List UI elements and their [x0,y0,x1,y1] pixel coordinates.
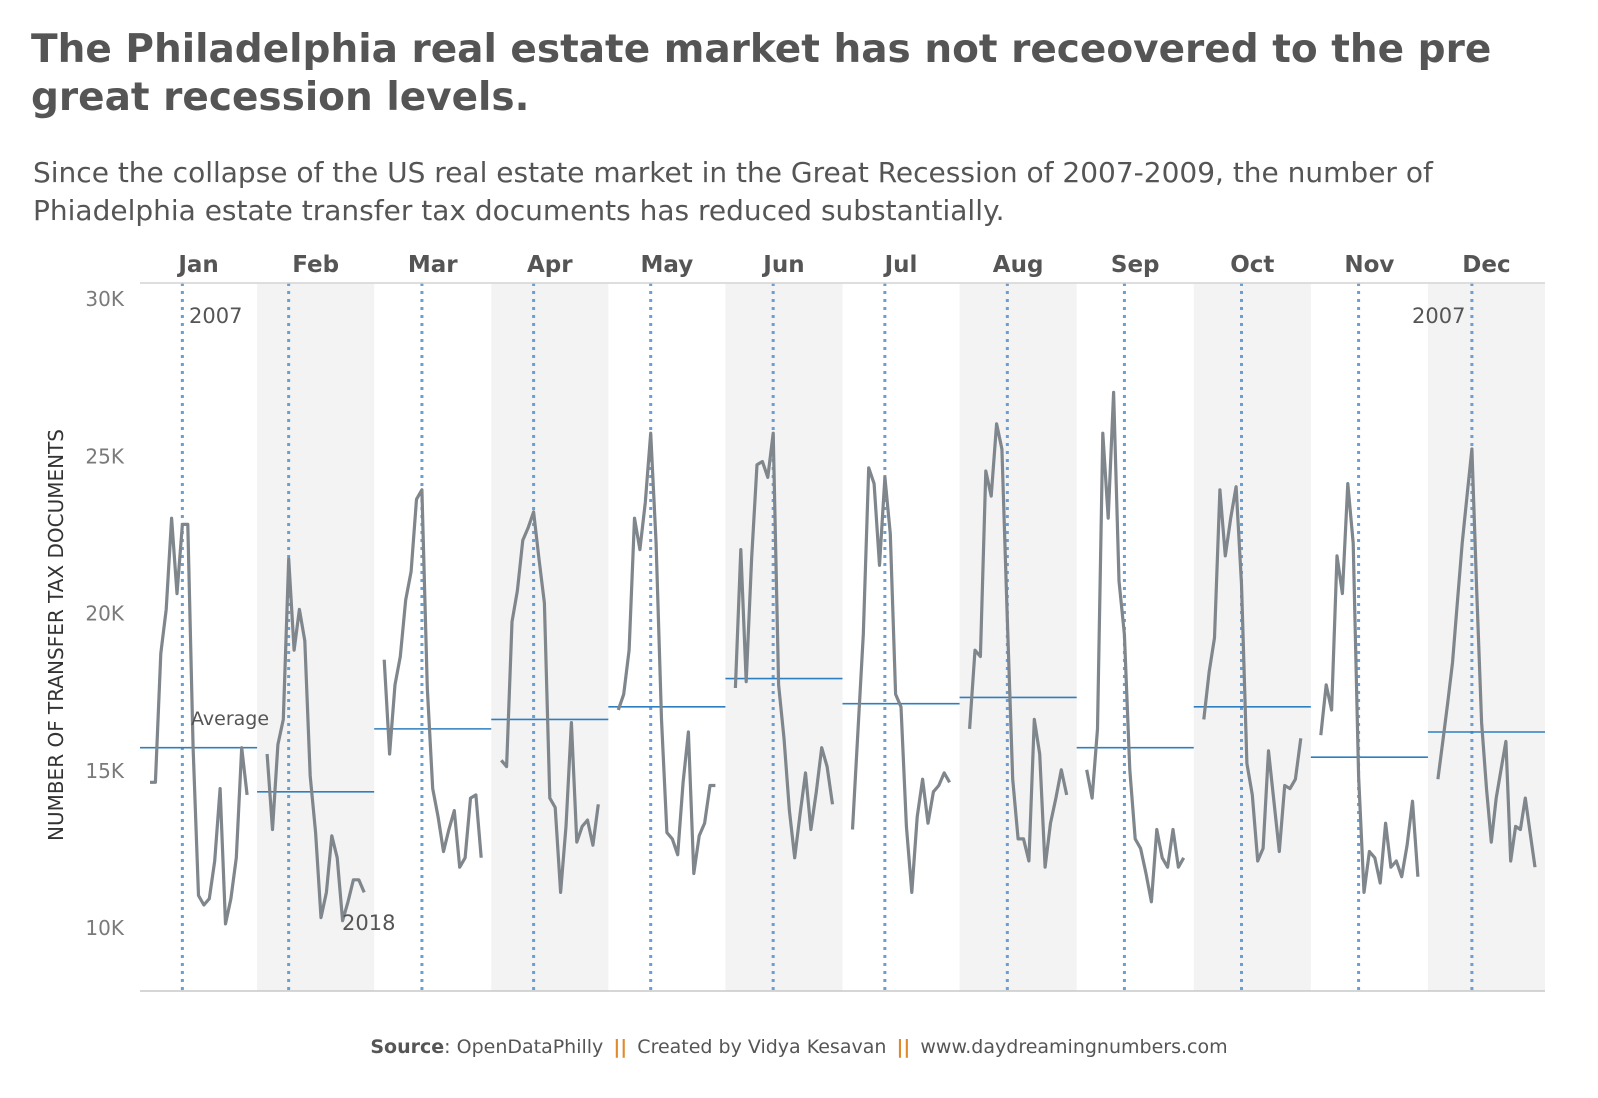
series-line-aug [968,422,1069,869]
y-tick-label: 15K [85,759,124,783]
series-line-apr [500,510,600,895]
series-line-jan [150,516,249,926]
month-label-oct: Oct [1230,252,1274,278]
axes: 10K 15K 20K 25K 30K NUMBER OF TRANSFER TAX DO… [44,282,1545,992]
month-label-jul: Jul [883,252,918,278]
month-label-mar: Mar [408,252,458,278]
y-tick-label: 25K [85,444,124,468]
month-label-may: May [641,252,694,278]
annotation-start-year: 2007 [1412,304,1465,328]
series-line-jul [850,466,951,895]
month-band-feb [257,283,375,991]
y-tick-label: 20K [85,602,124,626]
month-label-apr: Apr [527,252,573,278]
month-label-jan: Jan [176,252,218,278]
month-label-aug: Aug [993,252,1044,278]
month-label-dec: Dec [1462,252,1510,278]
footer-website[interactable]: www.daydreamingnumbers.com [920,1036,1228,1058]
series-line-oct [1202,485,1303,863]
chart-subtitle: Since the collapse of the US real estate… [33,156,1433,227]
month-label-feb: Feb [292,252,339,278]
annotation-end-year: 2018 [342,911,395,935]
annotation-average: Average [191,708,269,730]
month-label-nov: Nov [1344,252,1394,278]
chart-title: The Philadelphia real estate market has … [31,27,1492,120]
series-line-dec [1436,447,1537,868]
y-tick-label: 10K [85,916,124,940]
series-line-nov [1319,482,1420,895]
month-band-aug [959,283,1077,991]
footer-separator: || [613,1036,628,1058]
footer: Source: OpenDataPhilly || Created by Vid… [0,1036,1598,1058]
source-value: : OpenDataPhilly [444,1036,604,1058]
y-tick-label: 30K [85,287,124,311]
month-band-oct [1193,283,1311,991]
series-line-feb [265,557,366,923]
average-lines [140,677,1545,793]
month-band-apr [491,283,609,991]
footer-separator: || [896,1036,911,1058]
month-label-sep: Sep [1111,252,1160,278]
month-label-jun: Jun [761,252,804,278]
month-band-dec [1427,283,1545,991]
labels: Jan Feb Mar Apr May Jun Jul Aug Sep Oct Nov Dec 2007… [176,252,1510,935]
series-line-sep [1085,390,1186,904]
series-line-jun [733,431,835,860]
series-line-may [616,431,716,876]
month-bands [257,283,1545,991]
footer-credit: Created by Vidya Kesavan [637,1036,887,1058]
series-line-mar [382,488,483,869]
annotation-start-year: 2007 [189,304,242,328]
source-label: Source [370,1036,445,1058]
y-axis-title: NUMBER OF TRANSFER TAX DOCUMENTS [44,429,68,841]
series-lines [150,390,1537,926]
